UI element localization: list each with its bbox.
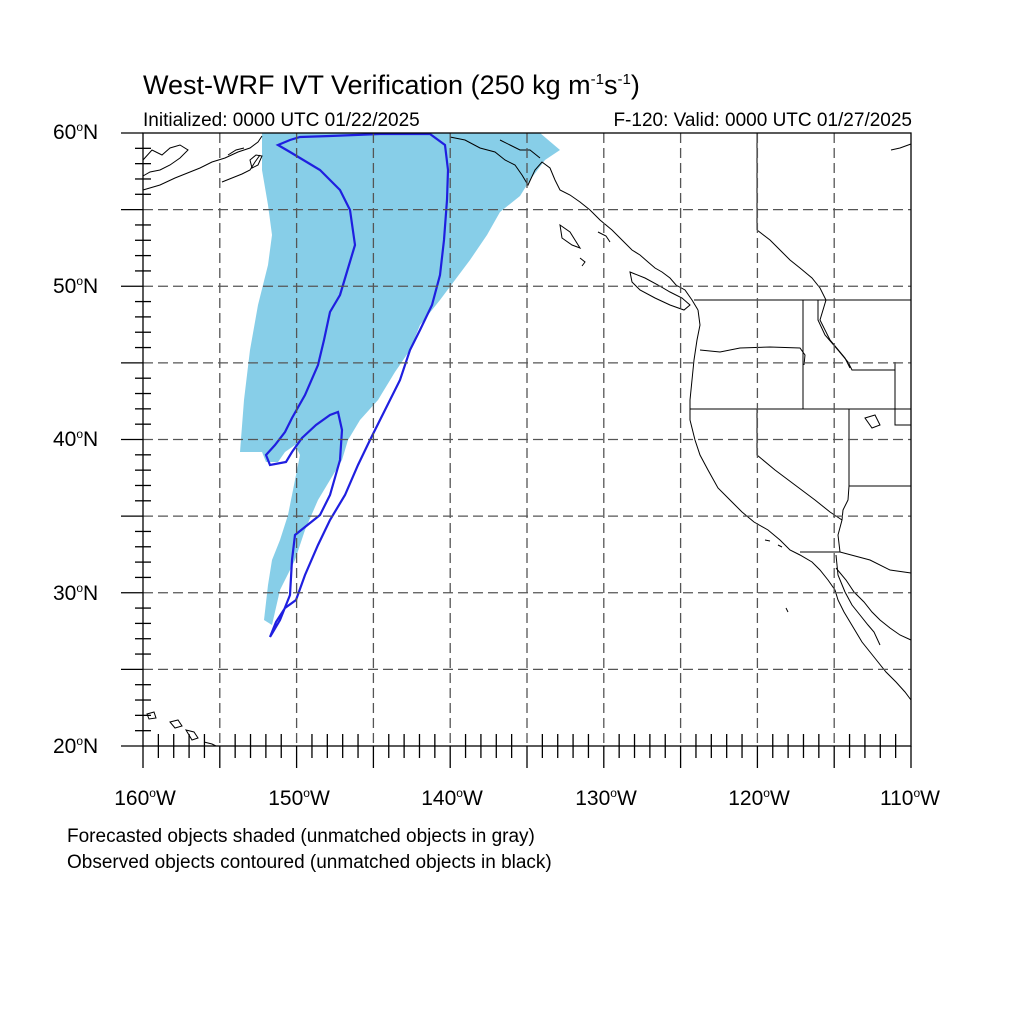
- observed-ivt-contour: [264, 133, 450, 638]
- lon-label: 130oW: [575, 786, 637, 810]
- lat-label: 60oN: [53, 120, 99, 144]
- lat-label: 20oN: [53, 734, 99, 758]
- init-time-label: Initialized: 0000 UTC 01/22/2025: [143, 110, 420, 131]
- coastlines-and-borders: [142, 133, 912, 747]
- lon-label: 150oW: [268, 786, 330, 810]
- lon-label: 110oW: [880, 786, 940, 810]
- map-title: West-WRF IVT Verification (250 kg m-1s-1…: [143, 70, 640, 100]
- valid-time-label: F-120: Valid: 0000 UTC 01/27/2025: [613, 110, 912, 131]
- observed-legend-note: Observed objects contoured (unmatched ob…: [67, 852, 552, 873]
- forecast-legend-note: Forecasted objects shaded (unmatched obj…: [67, 826, 535, 847]
- lat-label: 50oN: [53, 274, 99, 298]
- lon-label: 120oW: [728, 786, 790, 810]
- lon-label: 160oW: [114, 786, 176, 810]
- map-frame: [121, 132, 912, 768]
- forecast-ivt-object: [240, 133, 560, 625]
- lat-label: 40oN: [53, 427, 99, 451]
- lat-label: 30oN: [53, 581, 99, 605]
- graticule: [143, 133, 911, 746]
- lon-label: 140oW: [421, 786, 483, 810]
